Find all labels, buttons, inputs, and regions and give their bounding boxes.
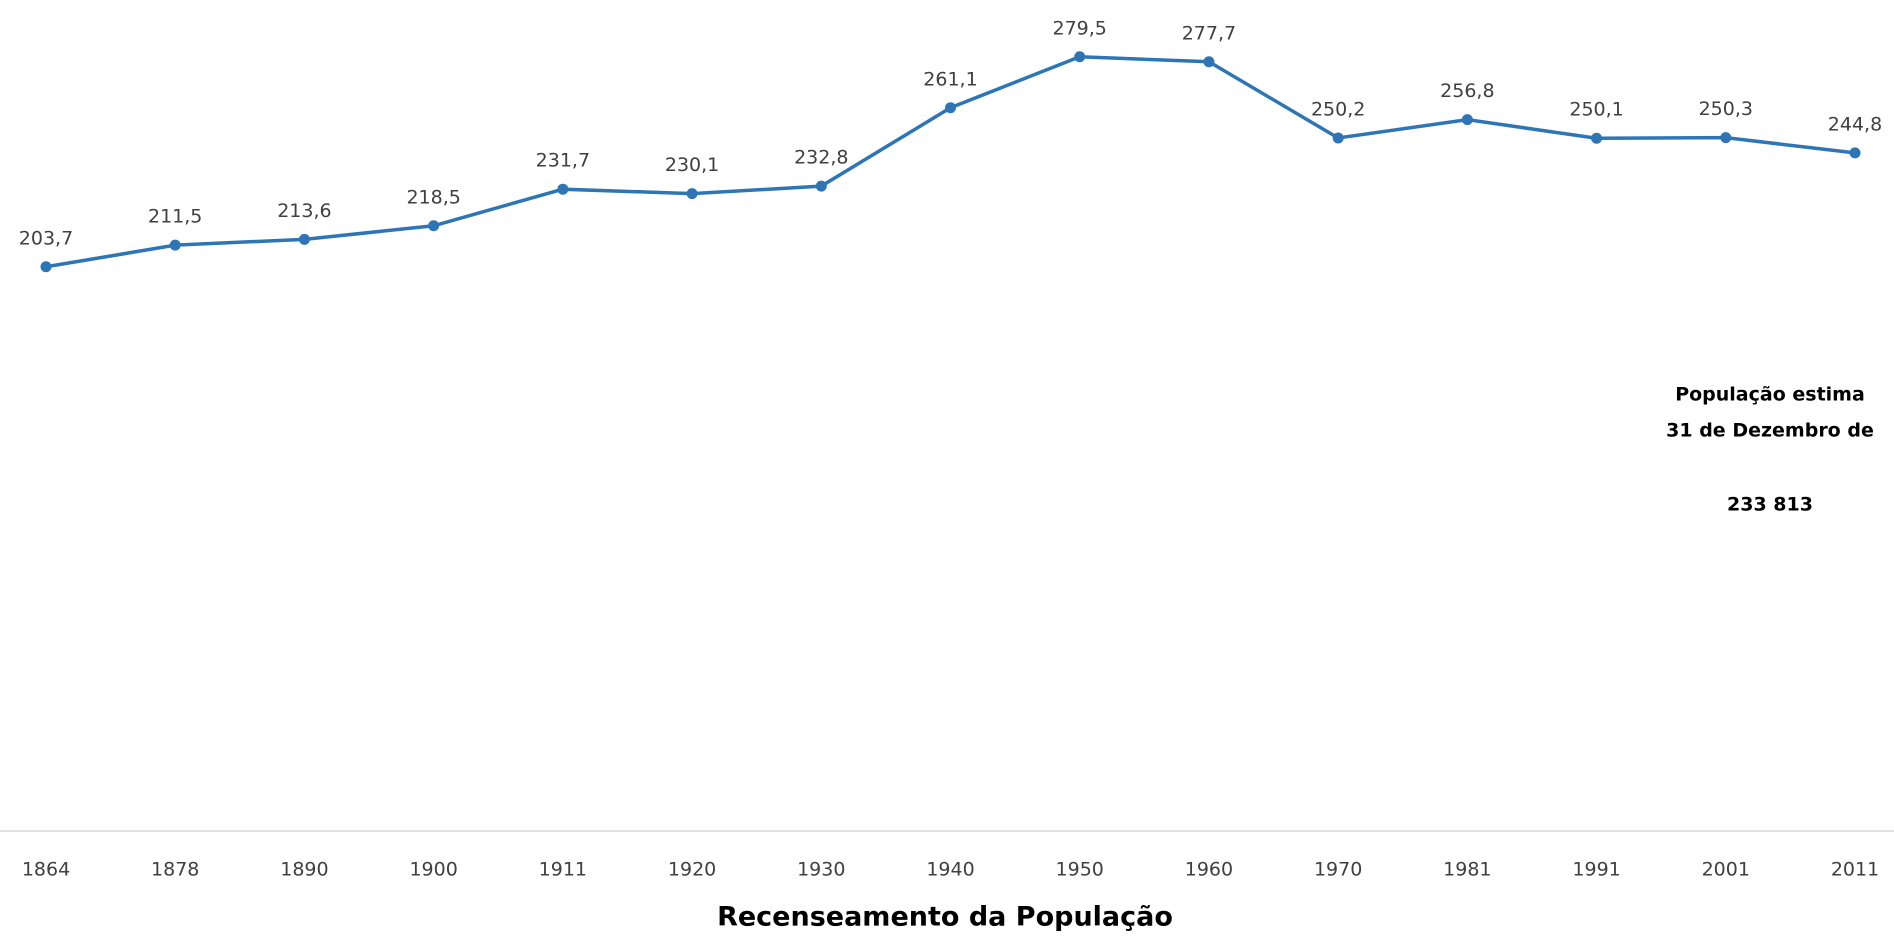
annotation: 233 813 <box>1727 494 1813 516</box>
x-tick-label: 2011 <box>1831 859 1879 881</box>
data-label: 218,5 <box>406 186 460 208</box>
x-tick-label: 1930 <box>797 859 845 881</box>
marker <box>1849 147 1861 159</box>
data-label: 230,1 <box>665 154 719 176</box>
marker <box>1332 132 1344 144</box>
marker <box>1203 56 1215 68</box>
marker <box>169 239 181 251</box>
x-tick-label: 1920 <box>668 859 716 881</box>
data-label: 231,7 <box>536 150 590 172</box>
x-tick-label: 1890 <box>280 859 328 881</box>
data-label: 232,8 <box>794 147 848 169</box>
x-tick-label: 1991 <box>1572 859 1620 881</box>
data-label: 279,5 <box>1053 17 1107 39</box>
marker <box>1591 132 1603 144</box>
x-tick-label: 1940 <box>926 859 974 881</box>
x-tick-label: 1864 <box>22 859 70 881</box>
x-tick-label: 1981 <box>1443 859 1491 881</box>
x-tick-label: 1911 <box>539 859 587 881</box>
marker <box>557 183 569 195</box>
data-label: 250,2 <box>1311 98 1365 120</box>
data-label: 277,7 <box>1182 22 1236 44</box>
x-tick-label: 1960 <box>1185 859 1233 881</box>
marker <box>686 188 698 200</box>
annotation: 31 de Dezembro de <box>1666 420 1874 442</box>
marker <box>1461 114 1473 126</box>
data-label: 250,1 <box>1569 99 1623 121</box>
x-tick-label: 1878 <box>151 859 199 881</box>
x-axis-title: Recenseamento da População <box>717 902 1173 933</box>
data-label: 211,5 <box>148 206 202 228</box>
annotation: População estima <box>1675 384 1865 406</box>
data-label: 203,7 <box>19 227 73 249</box>
data-label: 256,8 <box>1440 80 1494 102</box>
data-label: 261,1 <box>923 68 977 90</box>
marker <box>945 102 956 114</box>
data-label: 244,8 <box>1828 113 1882 135</box>
x-tick-label: 1900 <box>409 859 457 881</box>
marker <box>40 261 52 273</box>
data-label: 213,6 <box>277 200 331 222</box>
x-tick-label: 2001 <box>1702 859 1750 881</box>
marker <box>428 220 440 232</box>
marker <box>1074 51 1086 63</box>
marker <box>1720 132 1732 144</box>
x-tick-label: 1950 <box>1056 859 1104 881</box>
marker <box>298 233 310 245</box>
data-label: 250,3 <box>1699 98 1753 120</box>
marker <box>815 180 827 192</box>
x-tick-label: 1970 <box>1314 859 1362 881</box>
